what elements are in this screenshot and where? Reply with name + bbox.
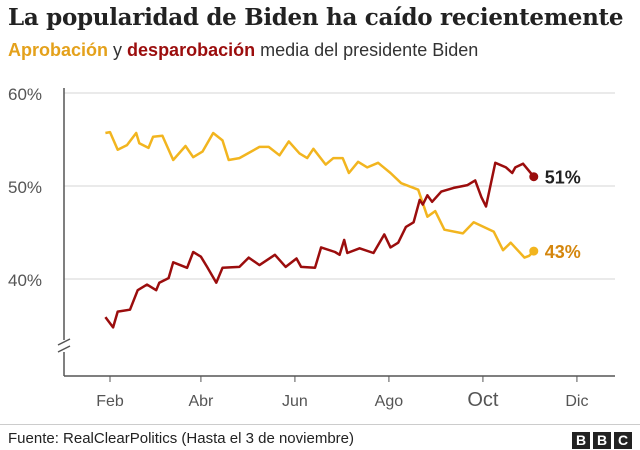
x-tick-label: Oct <box>467 389 499 411</box>
y-tick-label: 40% <box>8 271 42 290</box>
series-end-label: 51% <box>545 168 581 188</box>
chart-title: La popularidad de Biden ha caído recient… <box>8 4 624 31</box>
subtitle-approval: Aprobación <box>8 40 109 60</box>
subtitle-disapproval: desparobación <box>127 40 256 60</box>
series-end-label: 43% <box>545 242 581 262</box>
subtitle-connector: y <box>113 40 123 60</box>
series-end-point <box>529 172 539 182</box>
x-tick-label: Abr <box>188 393 214 410</box>
series-line-disapproval <box>104 161 535 329</box>
series-line-approval <box>105 130 535 259</box>
x-tick-label: Jun <box>282 393 308 410</box>
line-chart: 60% 50% 40% Feb Abr Jun Ago Oct Dic 43% 51% <box>8 85 615 411</box>
chart-subtitle: Aprobación y desparobación media del pre… <box>8 40 478 61</box>
source-note: Fuente: RealClearPolitics (Hasta el 3 de… <box>8 430 354 447</box>
axis-break-mark <box>57 345 71 353</box>
subtitle-rest: media del presidente Biden <box>260 40 479 60</box>
y-tick-label: 50% <box>8 178 42 197</box>
x-tick-label: Ago <box>375 393 404 410</box>
x-tick-label: Feb <box>96 393 124 410</box>
y-tick-label: 60% <box>8 85 42 104</box>
axis-break-mark <box>57 338 71 346</box>
series-end-point <box>529 246 539 256</box>
x-tick-label: Dic <box>565 393 588 410</box>
footer-divider <box>0 424 640 425</box>
